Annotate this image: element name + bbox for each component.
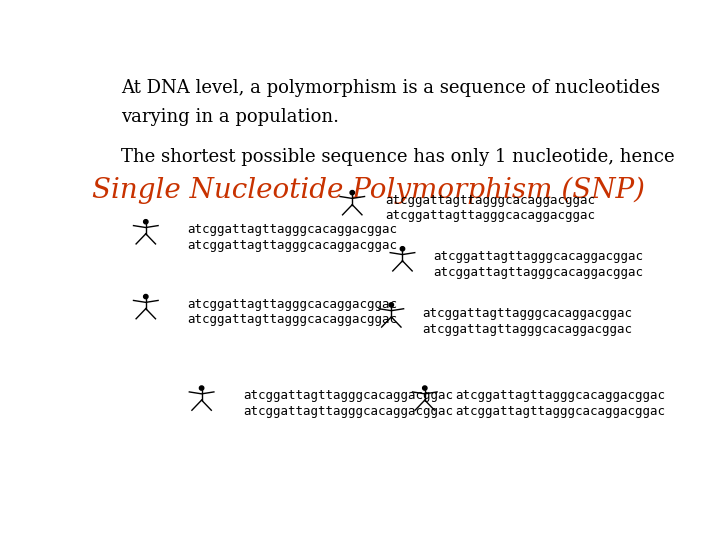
Ellipse shape	[400, 247, 405, 251]
Ellipse shape	[423, 386, 427, 390]
Text: atcggattagttagggcacaggacggac: atcggattagttagggcacaggacggac	[188, 239, 397, 252]
Ellipse shape	[143, 294, 148, 299]
Text: atcggattagttagggcacaggacggac: atcggattagttagggcacaggacggac	[422, 307, 632, 320]
Text: atcggattagttagggcacaggacggac: atcggattagttagggcacaggacggac	[243, 405, 454, 418]
Text: atcggattagttagggcacaggacggac: atcggattagttagggcacaggacggac	[456, 389, 665, 402]
Text: atcggattagttagggcacaggacggac: atcggattagttagggcacaggacggac	[422, 322, 632, 335]
Text: atcggattagttagggcacaggacggac: atcggattagttagggcacaggacggac	[456, 405, 665, 418]
Text: atcggattagttagggcacaggacggac: atcggattagttagggcacaggacggac	[386, 210, 595, 222]
Ellipse shape	[143, 220, 148, 224]
Text: atcggattagttagggcacaggacggac: atcggattagttagggcacaggacggac	[188, 298, 397, 310]
Text: atcggattagttagggcacaggacggac: atcggattagttagggcacaggacggac	[433, 250, 643, 263]
Text: atcggattagttagggcacaggacggac: atcggattagttagggcacaggacggac	[386, 194, 595, 207]
Text: varying in a population.: varying in a population.	[121, 109, 338, 126]
Text: At DNA level, a polymorphism is a sequence of nucleotides: At DNA level, a polymorphism is a sequen…	[121, 79, 660, 97]
Text: atcggattagttagggcacaggacggac: atcggattagttagggcacaggacggac	[433, 266, 643, 279]
Text: The shortest possible sequence has only 1 nucleotide, hence: The shortest possible sequence has only …	[121, 148, 675, 166]
Text: atcggattagttagggcacaggacggac: atcggattagttagggcacaggacggac	[243, 389, 454, 402]
Ellipse shape	[350, 191, 354, 195]
Text: atcggattagttagggcacaggacggac: atcggattagttagggcacaggacggac	[188, 223, 397, 236]
Ellipse shape	[199, 386, 204, 390]
Text: atcggattagttagggcacaggacggac: atcggattagttagggcacaggacggac	[188, 313, 397, 327]
Text: Single Nucleotide Polymorphism (SNP): Single Nucleotide Polymorphism (SNP)	[92, 177, 646, 205]
Ellipse shape	[389, 303, 394, 307]
